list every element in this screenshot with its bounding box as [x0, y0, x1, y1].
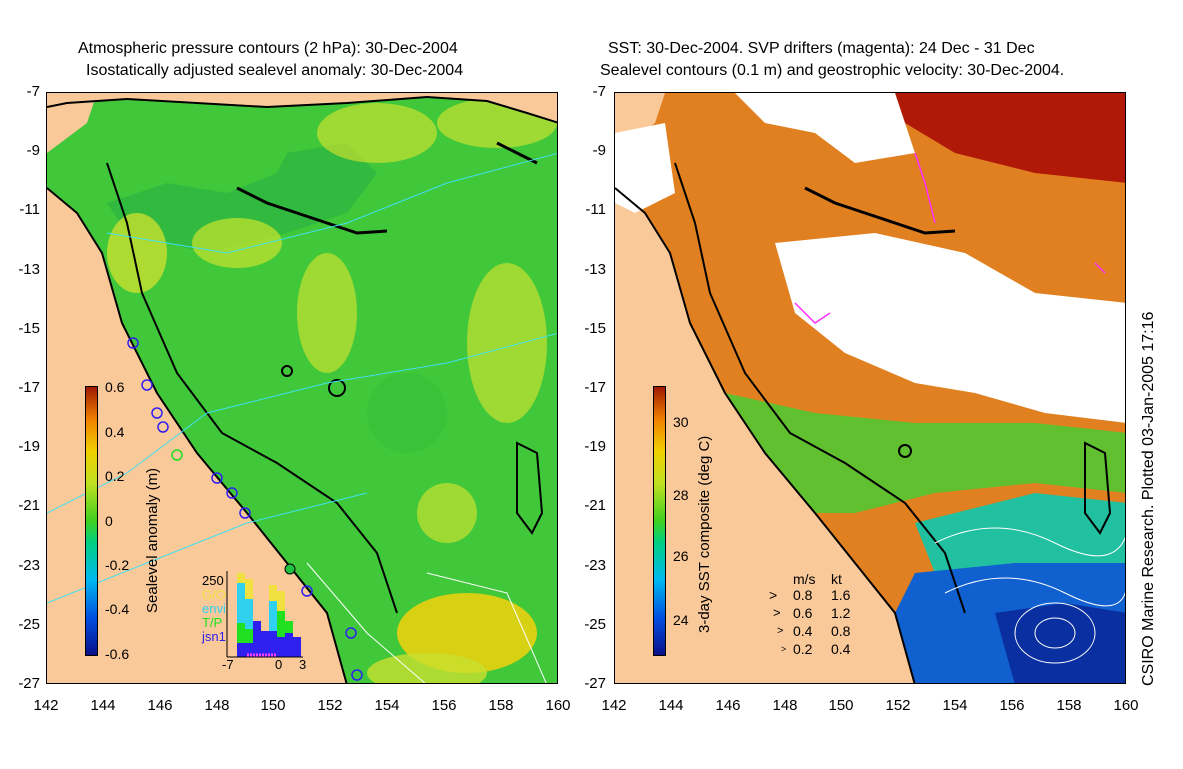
- right-xtick-2: 146: [715, 697, 741, 714]
- left-xtick-6: 154: [374, 697, 400, 714]
- velocity-legend-kt-0: 1.6: [831, 587, 851, 603]
- velocity-legend-ms-3: 0.2: [793, 641, 813, 657]
- velocity-legend-kt-3: 0.4: [831, 641, 851, 657]
- right-ytick-6: -19: [584, 438, 606, 455]
- right-map-graphic: [615, 93, 1125, 683]
- left-ytick-7: -21: [18, 497, 40, 514]
- inset-legend-3: jsn1: [202, 629, 226, 644]
- left-ytick-2: -11: [19, 201, 40, 218]
- left-cbar-tick-5: -0.4: [105, 601, 130, 617]
- right-cbar-tick-3: 24: [673, 612, 689, 628]
- left-title-line1: Atmospheric pressure contours (2 hPa): 3…: [78, 40, 458, 57]
- left-colorbar-label: Sealevel anomaly (m): [144, 467, 161, 613]
- velocity-arrow-1: >: [773, 605, 781, 620]
- right-ytick-9: -25: [584, 616, 606, 633]
- plot-credit: CSIRO Marine Research. Plotted 03-Jan-20…: [1140, 311, 1157, 686]
- left-xtick-1: 144: [90, 697, 116, 714]
- right-title-line2: Sealevel contours (0.1 m) and geostrophi…: [600, 62, 1065, 79]
- left-ytick-4: -15: [18, 320, 40, 337]
- left-cbar-tick-0: 0.6: [105, 379, 125, 395]
- velocity-legend-ms-header: m/s: [793, 571, 816, 587]
- velocity-arrow-2: >: [777, 625, 784, 637]
- inset-xtick-1: 0: [275, 657, 283, 672]
- right-xtick-6: 154: [942, 697, 968, 714]
- left-xtick-4: 150: [260, 697, 286, 714]
- left-ytick-0: -7: [26, 83, 40, 100]
- inset-legend-1: envi: [202, 601, 226, 616]
- inset-legend-2: T/P: [202, 615, 223, 630]
- left-cbar-tick-1: 0.4: [105, 424, 125, 440]
- right-ytick-7: -21: [584, 497, 606, 514]
- inset-xtick-2: 3: [299, 657, 307, 672]
- right-colorbar: [653, 386, 666, 656]
- velocity-arrow-3: >: [781, 644, 787, 654]
- left-xtick-5: 152: [317, 697, 343, 714]
- right-ytick-3: -13: [584, 261, 606, 278]
- right-ytick-5: -17: [584, 379, 606, 396]
- left-map-graphic: [47, 93, 557, 683]
- right-xtick-3: 148: [772, 697, 798, 714]
- left-xtick-8: 158: [488, 697, 514, 714]
- right-ytick-0: -7: [592, 83, 606, 100]
- left-xtick-9: 160: [545, 697, 571, 714]
- left-ytick-9: -25: [18, 616, 40, 633]
- left-ytick-5: -17: [18, 379, 40, 396]
- left-ytick-10: -27: [18, 675, 40, 692]
- right-title-line1: SST: 30-Dec-2004. SVP drifters (magenta)…: [608, 40, 1035, 57]
- right-cbar-tick-1: 28: [673, 487, 689, 503]
- inset-bars: [237, 573, 301, 657]
- left-xtick-0: 142: [33, 697, 59, 714]
- right-ytick-1: -9: [592, 142, 606, 159]
- left-xtick-3: 148: [204, 697, 230, 714]
- inset-graphic: [226, 571, 303, 658]
- right-ytick-2: -11: [585, 201, 606, 218]
- velocity-legend-ms-2: 0.4: [793, 623, 813, 639]
- right-xtick-7: 156: [999, 697, 1025, 714]
- left-cbar-tick-3: 0: [105, 513, 113, 529]
- right-cbar-tick-0: 30: [673, 414, 689, 430]
- inset-xtick-0: -7: [222, 657, 234, 672]
- inset-ymax: 250: [202, 573, 224, 588]
- velocity-arrow-0: >: [769, 587, 778, 603]
- right-cbar-tick-2: 26: [673, 548, 689, 564]
- inset-legend-0: G/O: [202, 587, 226, 602]
- right-xtick-4: 150: [828, 697, 854, 714]
- left-xtick-2: 146: [147, 697, 173, 714]
- right-xtick-1: 144: [658, 697, 684, 714]
- right-xtick-8: 158: [1056, 697, 1082, 714]
- left-cbar-tick-2: 0.2: [105, 468, 125, 484]
- left-map: 0.6 0.4 0.2 0 -0.2 -0.4 -0.6 Sealevel an…: [46, 92, 558, 684]
- left-cbar-tick-6: -0.6: [105, 646, 130, 662]
- right-ytick-4: -15: [584, 320, 606, 337]
- left-cbar-tick-4: -0.2: [105, 557, 130, 573]
- velocity-legend-ms-1: 0.6: [793, 605, 813, 621]
- velocity-legend-kt-2: 0.8: [831, 623, 851, 639]
- right-ytick-10: -27: [584, 675, 606, 692]
- right-xtick-9: 160: [1113, 697, 1139, 714]
- right-map: 30 28 26 24 3-day SST composite (deg C) …: [614, 92, 1126, 684]
- velocity-legend-kt-header: kt: [831, 571, 842, 587]
- left-colorbar: [85, 386, 98, 656]
- left-ytick-6: -19: [18, 438, 40, 455]
- left-ytick-3: -13: [18, 261, 40, 278]
- velocity-legend-kt-1: 1.2: [831, 605, 851, 621]
- left-ytick-8: -23: [18, 557, 40, 574]
- right-colorbar-label: 3-day SST composite (deg C): [696, 435, 713, 633]
- right-ytick-8: -23: [584, 557, 606, 574]
- left-xtick-7: 156: [431, 697, 457, 714]
- left-ytick-1: -9: [26, 142, 40, 159]
- left-title-line2: Isostatically adjusted sealevel anomaly:…: [86, 62, 464, 79]
- right-xtick-0: 142: [601, 697, 627, 714]
- right-xtick-5: 152: [885, 697, 911, 714]
- velocity-legend-ms-0: 0.8: [793, 587, 813, 603]
- altimeter-inset: [217, 571, 303, 659]
